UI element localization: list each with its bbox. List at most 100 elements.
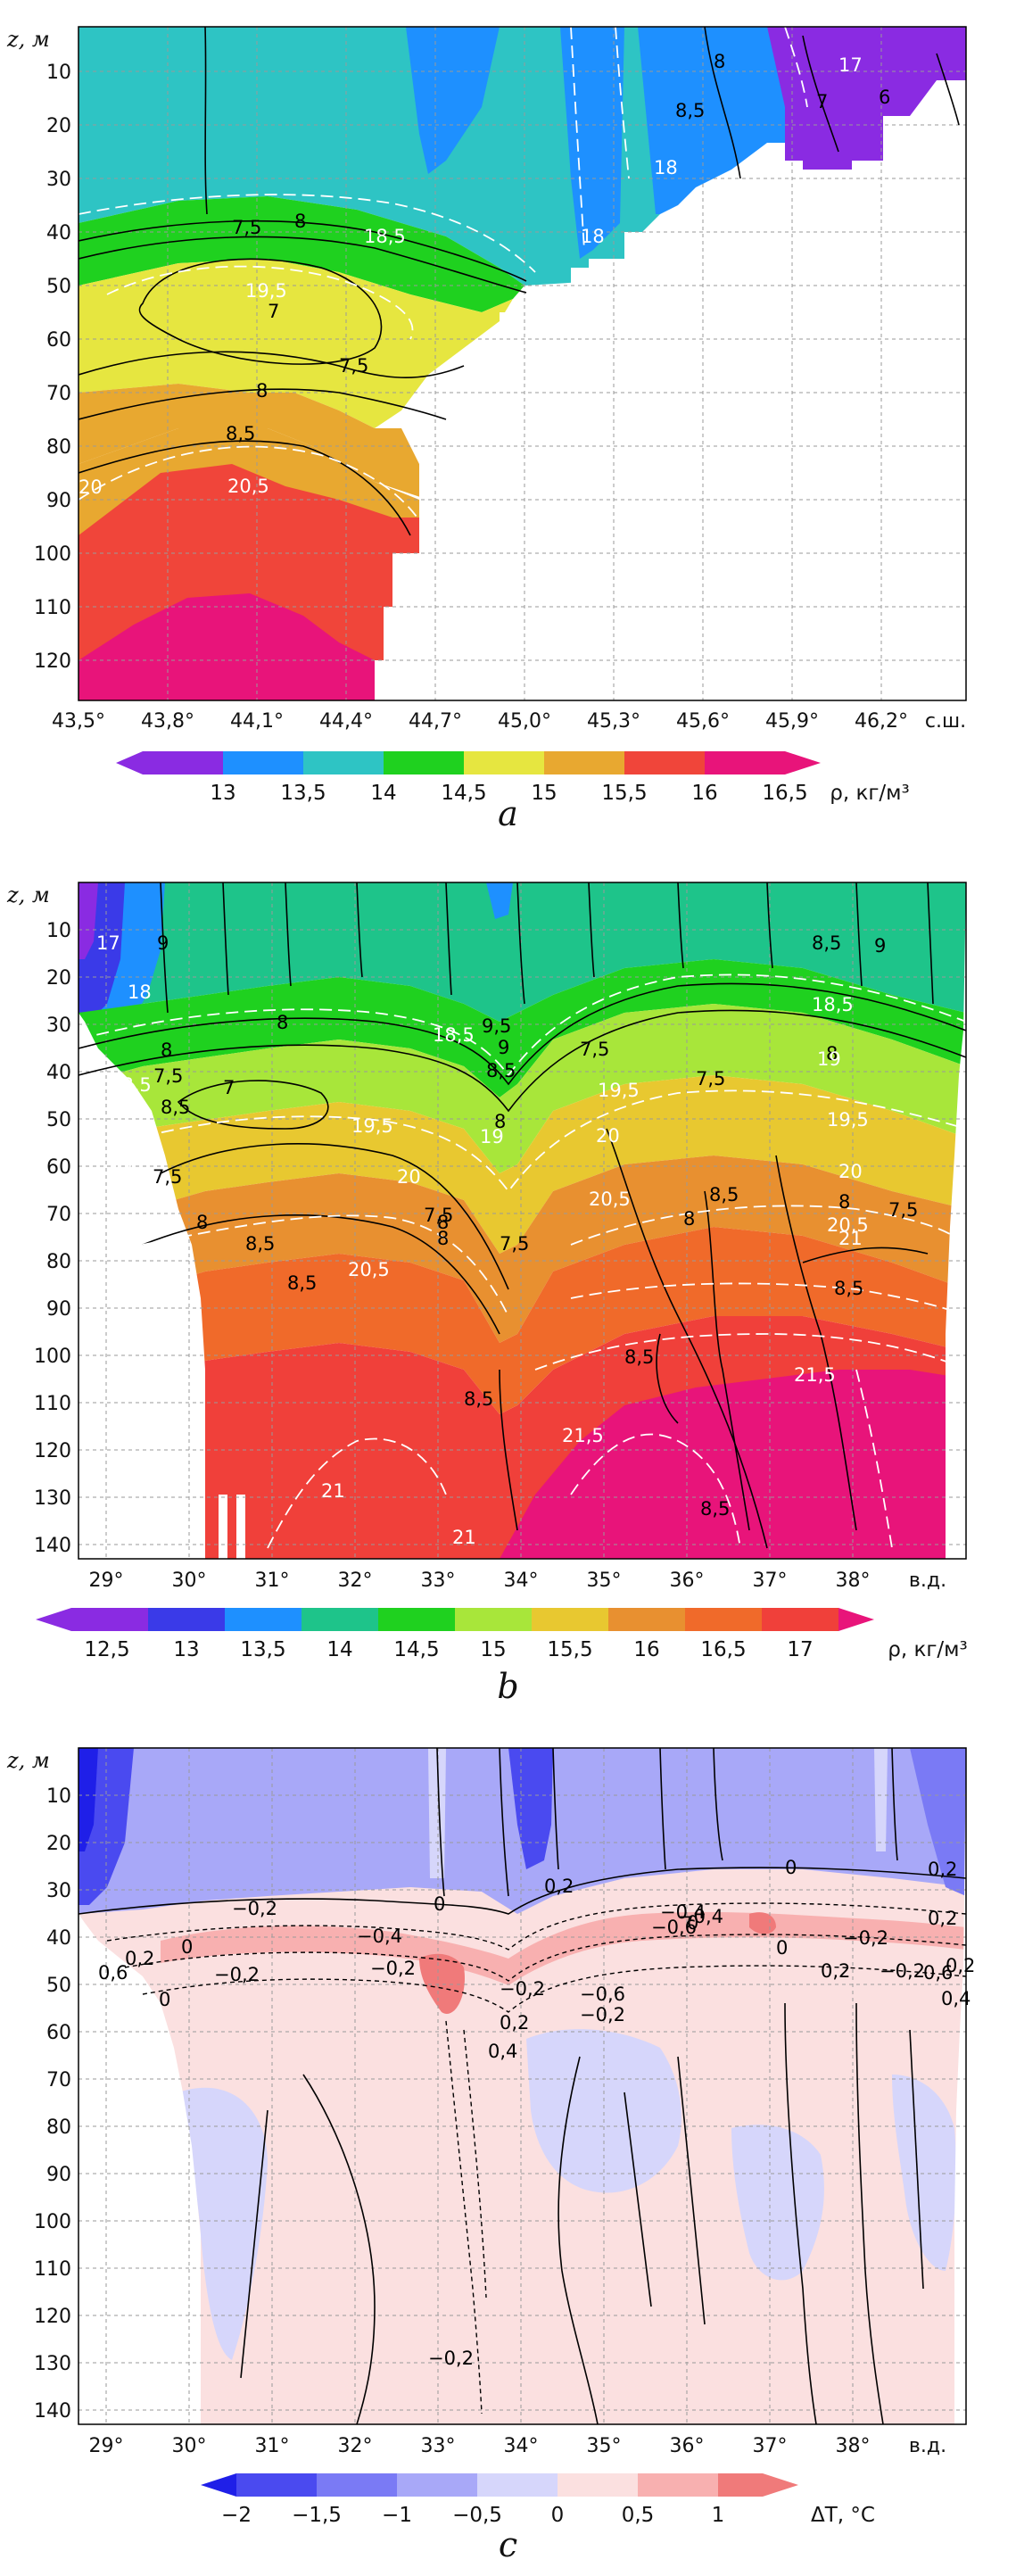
- y-tick: 130: [34, 2353, 71, 2375]
- y-tick: 10: [46, 62, 71, 84]
- colorbar-ticks-a: 13 13,5 14 14,5 15 15,5 16 16,5 ρ, кг/м³: [210, 782, 909, 805]
- clabel-white: 19: [480, 1126, 504, 1147]
- clabel: 8: [256, 380, 268, 402]
- y-tick: 40: [46, 222, 71, 244]
- chart-c: −0,2 0 0,2 0 0,2 −0,4 −0,2 0 −0,2 0 0,2 …: [6, 1747, 975, 2527]
- x-tick: 44,1°: [230, 710, 284, 733]
- cb-tick: 1: [712, 2504, 725, 2527]
- clabel: 8: [826, 1043, 838, 1064]
- cb-tick: −1: [382, 2504, 412, 2527]
- clabel: 9: [157, 932, 169, 954]
- x-tick: 36°: [670, 1570, 705, 1592]
- clabel-white: 20,5: [348, 1259, 390, 1280]
- chart-b: 9 8 7,5 7 8,5 7,5 8 8,5 7,5 8 9,5 9 8,5 …: [6, 882, 968, 1661]
- cb-tick: −1,5: [292, 2504, 342, 2527]
- clabel-white: 21,5: [794, 1364, 836, 1386]
- cb-tick: 16: [691, 782, 717, 805]
- y-tick: 30: [46, 169, 71, 191]
- y-tick: 110: [34, 1393, 71, 1415]
- clabel-white: 20: [838, 1161, 863, 1182]
- clabel: 7,5: [580, 1039, 609, 1060]
- cb-label: ΔT, °C: [811, 2504, 875, 2527]
- clabel: 7,5: [888, 1199, 918, 1221]
- y-tick: 40: [46, 1062, 71, 1084]
- y-tick: 90: [46, 490, 71, 512]
- cb-tick: 13: [173, 1638, 199, 1661]
- clabel-white: 20,5: [827, 1214, 869, 1236]
- clabel: 0,2: [500, 2012, 529, 2033]
- x-tick: 45,0°: [498, 710, 551, 733]
- panel-c: −0,2 0 0,2 0 0,2 −0,4 −0,2 0 −0,2 0 0,2 …: [0, 1735, 1016, 2576]
- clabel: 7,5: [696, 1068, 725, 1089]
- y-ticks-b: 10 20 30 40 50 60 70 80 90 100 110 120 1…: [34, 920, 71, 1557]
- clabel: 7,5: [339, 355, 368, 377]
- colorbar-a: [116, 751, 821, 774]
- clabel-white: 18: [128, 982, 152, 1003]
- x-unit: в.д.: [909, 2435, 946, 2457]
- y-axis-label-b: z, м: [6, 882, 50, 907]
- clabel: 8: [437, 1228, 449, 1249]
- cb-tick: 16: [633, 1638, 659, 1661]
- cb-tick: −2: [221, 2504, 252, 2527]
- x-tick: 32°: [338, 2435, 373, 2457]
- clabel: 0: [687, 1912, 698, 1934]
- clabel-white: 19,5: [827, 1109, 869, 1131]
- clabel-white: 18,5: [812, 994, 854, 1015]
- clabel: 0: [181, 1936, 193, 1958]
- clabel: −0,2: [880, 1960, 925, 1982]
- clabel: 7,5: [500, 1233, 529, 1255]
- y-tick: 60: [46, 1156, 71, 1179]
- clabel-white: 21,5: [562, 1425, 604, 1446]
- plot-frame-b: [78, 882, 967, 1560]
- x-tick: 29°: [89, 2435, 124, 2457]
- clabel: −0,2: [500, 1978, 545, 2000]
- cb-tick: 15: [531, 782, 557, 805]
- x-tick: 45,3°: [587, 710, 640, 733]
- plot-frame-a: [78, 26, 967, 701]
- y-tick: 70: [46, 383, 71, 405]
- panel-b: 9 8 7,5 7 8,5 7,5 8 8,5 7,5 8 9,5 9 8,5 …: [0, 870, 1016, 1718]
- x-tick: 34°: [504, 1570, 539, 1592]
- clabel: 7: [268, 301, 279, 322]
- x-tick: 38°: [836, 1570, 871, 1592]
- clabel: 0,2: [544, 1876, 574, 1897]
- clabel-white: 19,5: [351, 1115, 393, 1137]
- cb-tick: 12,5: [84, 1638, 129, 1661]
- x-ticks-a: 43,5° 43,8° 44,1° 44,4° 44,7° 45,0° 45,3…: [52, 710, 966, 733]
- cb-label: ρ, кг/м³: [888, 1638, 968, 1661]
- clabel-white: 20,5: [589, 1189, 631, 1210]
- x-unit: с.ш.: [925, 710, 966, 733]
- panel-label-c: c: [498, 2525, 518, 2564]
- contour-labels-white-a: 18,5 19,5 20,5 20 18 18 17: [78, 54, 863, 498]
- contour-labels-a: 7,5 8 7 7,5 8 8,5 8 8,5 7 6: [226, 51, 890, 444]
- clabel: −0,2: [843, 1927, 888, 1949]
- y-tick: 100: [34, 1346, 71, 1368]
- cb-tick: 13: [210, 782, 235, 805]
- x-ticks-c: 29° 30° 31° 32° 33° 34° 35° 36° 37° 38° …: [89, 2435, 947, 2457]
- clabel: 8,5: [245, 1233, 275, 1255]
- y-tick: 110: [34, 2258, 71, 2281]
- clabel: 8,5: [812, 932, 841, 954]
- y-tick: 60: [46, 2022, 71, 2044]
- x-tick: 43,5°: [52, 710, 105, 733]
- colorbar-b: [36, 1608, 874, 1631]
- colorbar-ticks-c: −2 −1,5 −1 −0,5 0 0,5 1 ΔT, °C: [221, 2504, 875, 2527]
- clabel: −0,4: [660, 1901, 706, 1923]
- clabel: 8,5: [161, 1097, 190, 1118]
- y-tick: 110: [34, 597, 71, 619]
- clabel: 8,5: [675, 100, 705, 121]
- clabel: 8: [277, 1012, 288, 1033]
- y-tick: 10: [46, 1785, 71, 1808]
- clabel: 8,5: [486, 1060, 516, 1081]
- clabel: 9: [498, 1037, 509, 1058]
- y-tick: 100: [34, 543, 71, 566]
- clabel: −0,6: [651, 1917, 697, 1938]
- clabel: 8,5: [834, 1278, 863, 1299]
- clabel: 0: [434, 1893, 445, 1915]
- cb-tick: 15: [480, 1638, 506, 1661]
- y-tick: 20: [46, 115, 71, 137]
- cb-tick: 13,5: [280, 782, 326, 805]
- x-tick: 45,9°: [765, 710, 819, 733]
- clabel: 7: [223, 1077, 235, 1098]
- x-tick: 35°: [587, 1570, 622, 1592]
